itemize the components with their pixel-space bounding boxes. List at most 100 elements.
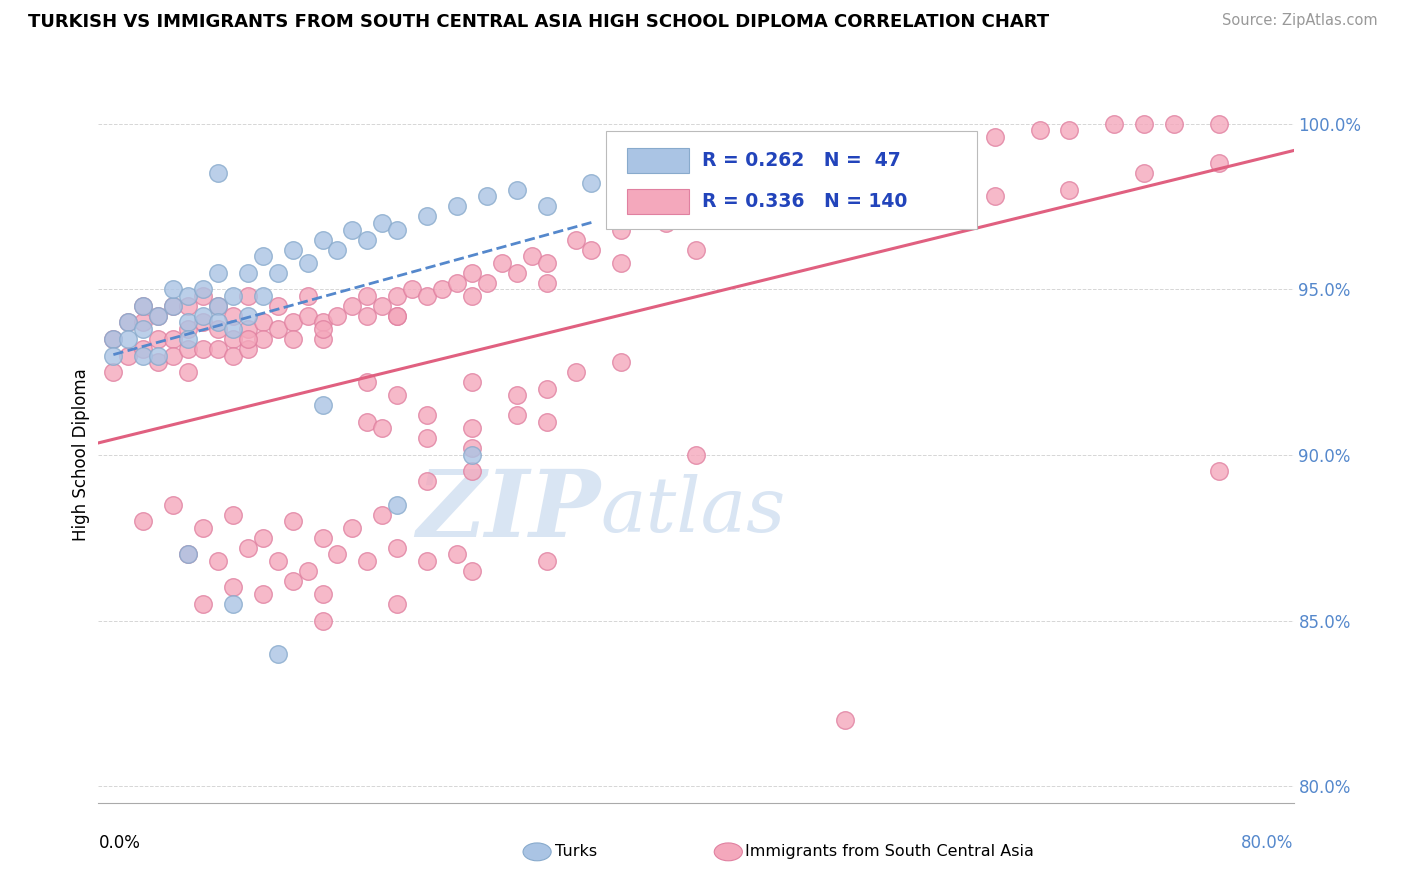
Point	[446, 276, 468, 290]
Point	[371, 421, 394, 435]
Point	[162, 332, 184, 346]
Point	[655, 216, 678, 230]
Point	[236, 541, 259, 555]
Point	[207, 342, 229, 356]
Point	[789, 166, 811, 180]
Point	[865, 150, 887, 164]
Point	[475, 276, 498, 290]
Point	[446, 547, 468, 561]
Text: Turks: Turks	[555, 845, 598, 859]
Point	[416, 554, 439, 568]
Point	[983, 129, 1005, 144]
Point	[581, 176, 603, 190]
Point	[565, 365, 588, 379]
Point	[1059, 183, 1081, 197]
Point	[461, 448, 484, 462]
Point	[356, 309, 378, 323]
Point	[385, 498, 409, 512]
Point	[983, 189, 1005, 203]
Point	[311, 587, 333, 601]
Point	[356, 415, 378, 429]
Point	[311, 233, 333, 247]
Point	[506, 408, 529, 422]
Point	[342, 222, 364, 236]
Point	[236, 332, 259, 346]
Point	[685, 199, 707, 213]
Point	[267, 322, 290, 336]
Point	[236, 322, 259, 336]
Point	[103, 332, 125, 346]
Point	[191, 289, 214, 303]
Point	[759, 176, 782, 190]
Point	[371, 508, 394, 522]
Point	[252, 315, 274, 329]
Point	[267, 266, 290, 280]
Point	[416, 408, 439, 422]
Point	[177, 547, 200, 561]
Point	[117, 315, 139, 329]
Point	[1059, 123, 1081, 137]
Point	[491, 256, 513, 270]
Point	[191, 521, 214, 535]
Point	[162, 498, 184, 512]
Point	[132, 514, 155, 528]
Point	[207, 322, 229, 336]
Point	[103, 332, 125, 346]
Point	[1208, 465, 1230, 479]
Text: R = 0.336   N = 140: R = 0.336 N = 140	[702, 193, 907, 211]
Point	[834, 156, 856, 170]
Point	[222, 289, 245, 303]
Point	[236, 309, 259, 323]
Point	[207, 299, 229, 313]
Point	[356, 554, 378, 568]
Point	[475, 189, 498, 203]
Point	[385, 309, 409, 323]
Point	[416, 210, 439, 224]
Point	[132, 299, 155, 313]
Point	[297, 289, 319, 303]
Point	[536, 256, 558, 270]
Point	[610, 355, 633, 369]
Point	[267, 554, 290, 568]
Point	[536, 382, 558, 396]
Point	[177, 547, 200, 561]
Point	[177, 315, 200, 329]
Point	[207, 554, 229, 568]
Point	[177, 332, 200, 346]
Point	[520, 249, 543, 263]
Point	[117, 315, 139, 329]
Point	[222, 508, 245, 522]
Point	[162, 282, 184, 296]
Point	[356, 289, 378, 303]
Point	[117, 349, 139, 363]
Point	[132, 349, 155, 363]
FancyBboxPatch shape	[606, 131, 977, 229]
Point	[191, 309, 214, 323]
Point	[536, 276, 558, 290]
Text: TURKISH VS IMMIGRANTS FROM SOUTH CENTRAL ASIA HIGH SCHOOL DIPLOMA CORRELATION CH: TURKISH VS IMMIGRANTS FROM SOUTH CENTRAL…	[28, 13, 1049, 31]
Point	[148, 309, 170, 323]
Point	[565, 233, 588, 247]
Bar	[627, 189, 689, 214]
Point	[1028, 123, 1050, 137]
Point	[446, 199, 468, 213]
Point	[281, 243, 304, 257]
Point	[132, 342, 155, 356]
Point	[834, 713, 856, 727]
Text: R = 0.262   N =  47: R = 0.262 N = 47	[702, 151, 901, 169]
Point	[177, 299, 200, 313]
Point	[311, 322, 333, 336]
Point	[207, 299, 229, 313]
Point	[685, 448, 707, 462]
Point	[148, 332, 170, 346]
Point	[610, 256, 633, 270]
Point	[191, 282, 214, 296]
Text: Source: ZipAtlas.com: Source: ZipAtlas.com	[1222, 13, 1378, 29]
Point	[222, 309, 245, 323]
Point	[401, 282, 423, 296]
Point	[177, 342, 200, 356]
Point	[581, 243, 603, 257]
Point	[148, 349, 170, 363]
Point	[252, 289, 274, 303]
Point	[385, 541, 409, 555]
